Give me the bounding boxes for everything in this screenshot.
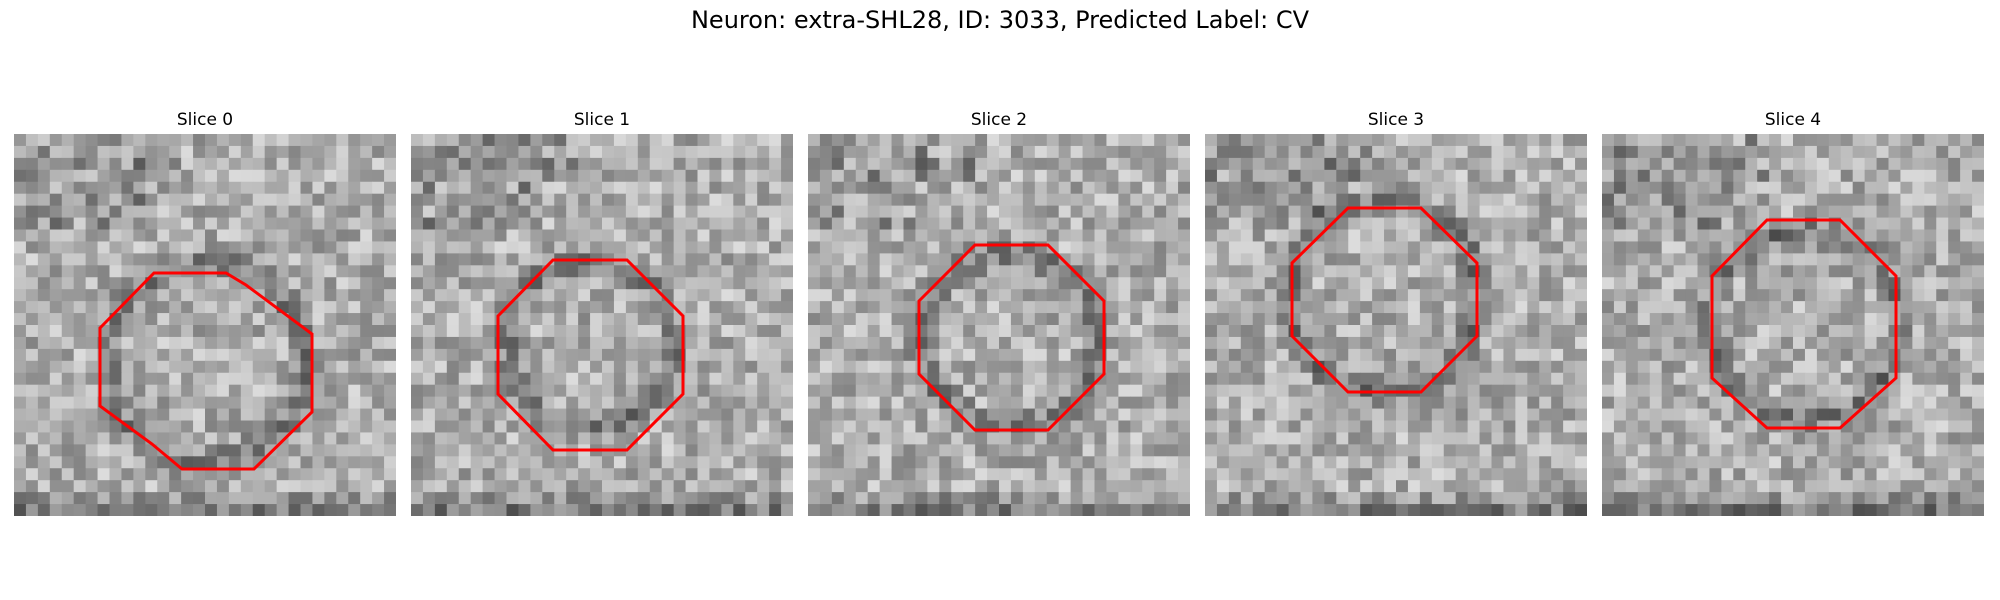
slice-image-3 bbox=[1205, 134, 1587, 516]
slice-title-0: Slice 0 bbox=[176, 110, 234, 130]
roi-outline bbox=[1290, 206, 1479, 394]
roi-outline bbox=[98, 271, 314, 471]
slice-image-2 bbox=[808, 134, 1190, 516]
micrograph-pixels bbox=[1205, 134, 1587, 516]
slice-image-4 bbox=[1602, 134, 1984, 516]
micrograph-pixels bbox=[808, 134, 1190, 516]
micrograph-pixels bbox=[14, 134, 396, 516]
micrograph-pixels bbox=[1602, 134, 1984, 516]
slice-title-1: Slice 1 bbox=[573, 110, 631, 130]
micrograph-pixels bbox=[411, 134, 793, 516]
roi-outline bbox=[1710, 218, 1898, 430]
roi-outline bbox=[496, 258, 685, 452]
roi-outline bbox=[917, 243, 1106, 432]
slice-image-1 bbox=[411, 134, 793, 516]
slice-title-3: Slice 3 bbox=[1367, 110, 1425, 130]
slice-image-0 bbox=[14, 134, 396, 516]
slice-title-4: Slice 4 bbox=[1764, 110, 1822, 130]
figure-title: Neuron: extra-SHL28, ID: 3033, Predicted… bbox=[690, 6, 1310, 34]
slice-title-2: Slice 2 bbox=[970, 110, 1028, 130]
